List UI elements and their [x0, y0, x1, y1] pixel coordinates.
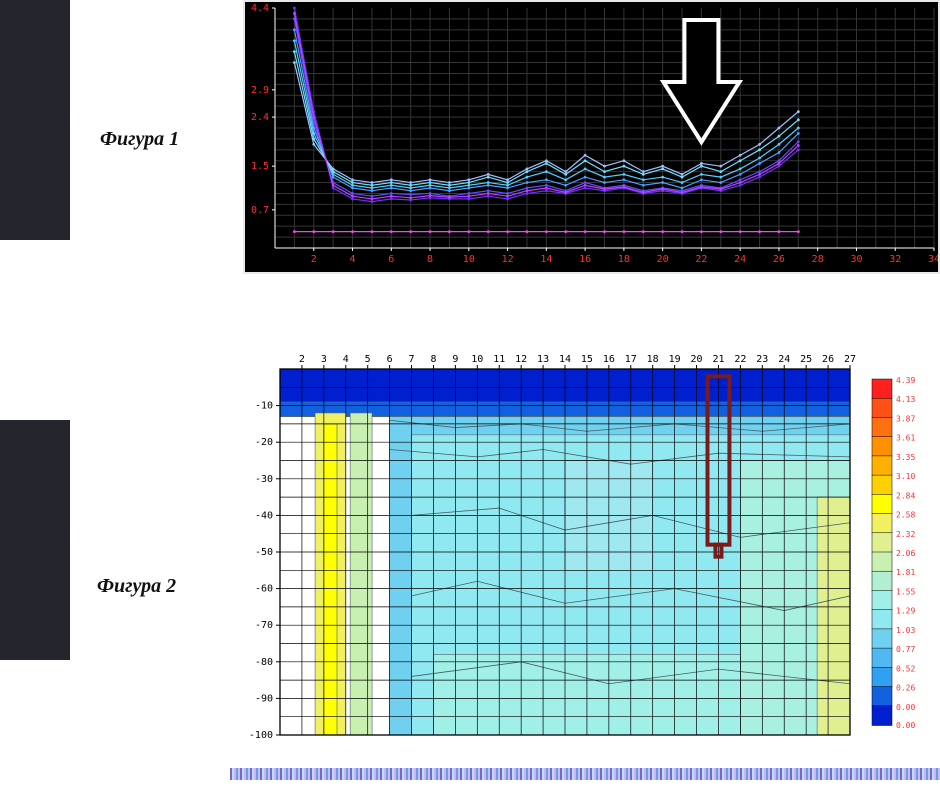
svg-text:7: 7 [409, 354, 415, 365]
svg-text:-10: -10 [255, 401, 273, 412]
svg-text:1.81: 1.81 [896, 568, 915, 577]
svg-text:0.00: 0.00 [896, 703, 915, 712]
svg-text:20: 20 [657, 254, 669, 265]
svg-text:32: 32 [889, 254, 901, 265]
svg-text:13: 13 [537, 354, 549, 365]
svg-text:2.84: 2.84 [896, 491, 915, 500]
svg-text:-60: -60 [255, 584, 273, 595]
svg-text:-30: -30 [255, 474, 273, 485]
svg-text:2.06: 2.06 [896, 549, 915, 558]
chart1-line: 0.71.52.42.94.42468101214161820222426283… [243, 0, 940, 274]
svg-text:-100: -100 [249, 730, 273, 741]
svg-text:1.29: 1.29 [896, 607, 915, 616]
svg-text:-40: -40 [255, 510, 273, 521]
svg-text:0.00: 0.00 [896, 721, 915, 730]
svg-text:8: 8 [430, 354, 436, 365]
svg-text:3.87: 3.87 [896, 414, 915, 423]
svg-text:25: 25 [800, 354, 812, 365]
svg-text:3.35: 3.35 [896, 453, 915, 462]
svg-text:4.13: 4.13 [896, 395, 915, 404]
svg-text:12: 12 [515, 354, 527, 365]
svg-text:1.5: 1.5 [251, 161, 269, 172]
svg-text:1.03: 1.03 [896, 626, 915, 635]
svg-text:2.58: 2.58 [896, 511, 915, 520]
svg-text:-50: -50 [255, 547, 273, 558]
svg-text:5: 5 [365, 354, 371, 365]
svg-text:26: 26 [773, 254, 785, 265]
svg-text:-80: -80 [255, 657, 273, 668]
svg-text:14: 14 [540, 254, 552, 265]
svg-text:24: 24 [778, 354, 790, 365]
svg-text:3.61: 3.61 [896, 434, 915, 443]
svg-text:21: 21 [712, 354, 724, 365]
svg-text:-90: -90 [255, 693, 273, 704]
svg-text:2.4: 2.4 [251, 112, 269, 123]
noise-strip [230, 768, 940, 780]
svg-text:23: 23 [756, 354, 768, 365]
svg-text:16: 16 [579, 254, 591, 265]
svg-text:19: 19 [669, 354, 681, 365]
svg-text:2: 2 [299, 354, 305, 365]
svg-text:2.9: 2.9 [251, 85, 269, 96]
svg-text:4.4: 4.4 [251, 3, 269, 14]
svg-text:24: 24 [734, 254, 746, 265]
svg-text:10: 10 [471, 354, 483, 365]
svg-text:20: 20 [691, 354, 703, 365]
svg-text:16: 16 [603, 354, 615, 365]
page-root: Фигура 1 0.71.52.42.94.42468101214161820… [0, 0, 940, 788]
svg-text:34: 34 [928, 254, 938, 265]
svg-text:27: 27 [844, 354, 856, 365]
svg-text:2.32: 2.32 [896, 530, 915, 539]
svg-text:26: 26 [822, 354, 834, 365]
svg-text:1.55: 1.55 [896, 587, 915, 596]
decor-arrow-2 [0, 420, 70, 660]
svg-text:0.77: 0.77 [896, 645, 915, 654]
svg-text:6: 6 [388, 254, 394, 265]
svg-text:30: 30 [850, 254, 862, 265]
svg-text:4.39: 4.39 [896, 376, 915, 385]
svg-text:12: 12 [502, 254, 514, 265]
svg-text:18: 18 [647, 354, 659, 365]
svg-text:0.26: 0.26 [896, 684, 915, 693]
svg-text:4: 4 [343, 354, 349, 365]
svg-text:22: 22 [734, 354, 746, 365]
svg-text:0.52: 0.52 [896, 664, 915, 673]
svg-text:14: 14 [559, 354, 571, 365]
chart2-heatmap: 2345678910111213141516171819202122232425… [230, 345, 940, 745]
svg-text:-20: -20 [255, 437, 273, 448]
svg-text:22: 22 [695, 254, 707, 265]
caption-fig1: Фигура 1 [100, 128, 179, 151]
svg-text:10: 10 [463, 254, 475, 265]
svg-text:11: 11 [493, 354, 505, 365]
svg-text:9: 9 [452, 354, 458, 365]
svg-text:18: 18 [618, 254, 630, 265]
svg-text:17: 17 [625, 354, 637, 365]
caption-fig2: Фигура 2 [97, 575, 176, 598]
svg-text:15: 15 [581, 354, 593, 365]
svg-text:3: 3 [321, 354, 327, 365]
decor-arrow-1 [0, 0, 70, 240]
svg-text:28: 28 [812, 254, 824, 265]
svg-text:2: 2 [311, 254, 317, 265]
svg-text:0.7: 0.7 [251, 205, 269, 216]
svg-text:3.10: 3.10 [896, 472, 915, 481]
svg-text:4: 4 [350, 254, 356, 265]
svg-text:-70: -70 [255, 620, 273, 631]
svg-text:8: 8 [427, 254, 433, 265]
svg-text:6: 6 [387, 354, 393, 365]
